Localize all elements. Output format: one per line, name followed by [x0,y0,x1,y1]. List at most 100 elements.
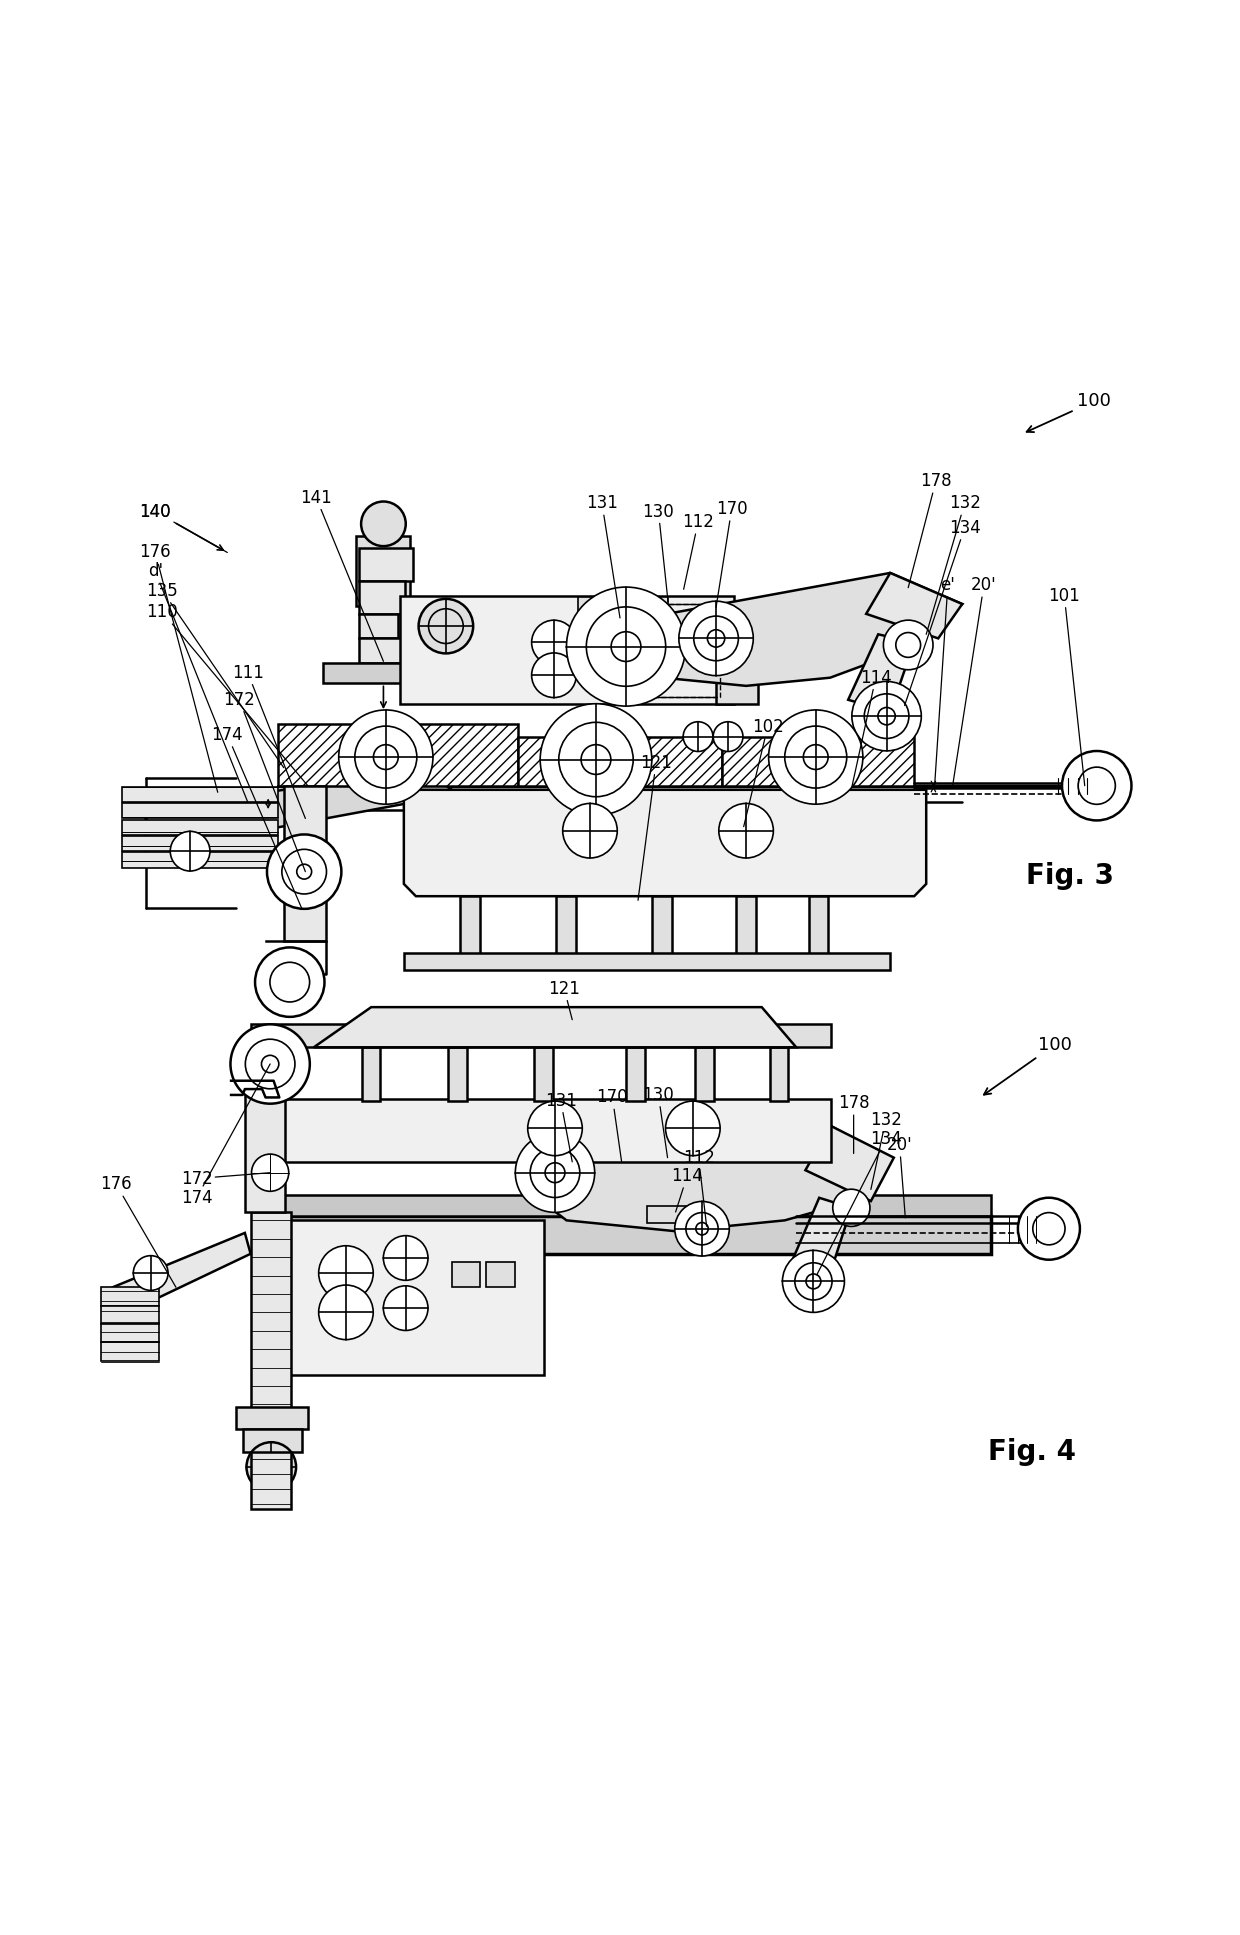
Polygon shape [578,573,962,685]
Bar [696,1047,713,1101]
Bar [122,853,278,867]
Circle shape [713,722,743,751]
Text: 178: 178 [838,1095,869,1153]
Bar [808,896,828,958]
Circle shape [361,501,405,546]
Bar [770,1047,789,1101]
Bar [601,604,719,697]
Bar [601,598,620,613]
Text: 100: 100 [983,1035,1071,1095]
Text: 170: 170 [596,1089,629,1161]
Circle shape [582,745,611,774]
Text: 140: 140 [139,503,223,550]
Text: 131: 131 [544,1091,577,1161]
Circle shape [549,1163,584,1198]
Circle shape [247,1442,296,1492]
Circle shape [563,803,618,857]
Text: 114: 114 [671,1167,703,1211]
Circle shape [373,745,398,770]
Bar [102,1324,159,1343]
Bar [534,1047,553,1101]
Circle shape [852,681,921,751]
Bar [257,1221,543,1376]
Circle shape [296,865,311,878]
Text: 134: 134 [905,519,981,706]
Circle shape [281,849,326,894]
Bar [578,598,596,613]
Text: 132: 132 [926,493,981,635]
Text: 134: 134 [817,1130,901,1275]
Circle shape [769,710,863,805]
Text: e': e' [935,577,955,786]
Circle shape [795,1264,832,1300]
Text: 174: 174 [181,1064,270,1207]
Bar [324,664,458,683]
Circle shape [262,1055,279,1072]
Circle shape [567,586,686,706]
Bar [250,1099,831,1161]
Circle shape [319,1246,373,1300]
Polygon shape [722,737,914,786]
Circle shape [675,1202,729,1256]
Bar [486,1262,515,1287]
Text: 172: 172 [223,691,305,871]
Bar [244,1095,285,1211]
Bar [601,604,719,697]
Circle shape [255,948,325,1018]
Circle shape [1018,1198,1080,1260]
Bar [360,639,405,664]
Circle shape [339,710,433,805]
Text: Fig. 4: Fig. 4 [988,1438,1075,1467]
Bar [451,1262,480,1287]
Circle shape [895,633,920,658]
Bar [460,896,480,958]
Text: 102: 102 [744,718,784,826]
Text: 130: 130 [642,503,675,602]
Bar [250,1211,291,1420]
Text: 112: 112 [683,1149,714,1227]
Bar [647,1206,704,1223]
Text: 100: 100 [1027,393,1111,432]
Circle shape [532,652,577,697]
Circle shape [693,615,738,660]
Circle shape [355,726,417,788]
Bar [102,1287,159,1306]
Polygon shape [848,635,914,712]
Bar [448,1047,466,1101]
Text: 121: 121 [639,755,672,900]
Circle shape [611,631,641,662]
Circle shape [806,1273,821,1289]
Circle shape [383,1287,428,1331]
Text: 101: 101 [1049,586,1085,786]
Circle shape [531,1147,580,1198]
Text: 132: 132 [870,1111,901,1190]
Text: 20': 20' [952,577,997,786]
Text: 110: 110 [146,604,308,786]
Bar [102,1343,159,1360]
Text: 112: 112 [682,513,714,590]
Circle shape [170,832,210,871]
Bar [236,1407,308,1430]
Bar [401,596,734,704]
Circle shape [246,1039,295,1089]
Circle shape [696,1223,708,1235]
Bar [360,613,398,639]
Circle shape [319,1285,373,1339]
Circle shape [719,803,774,857]
Circle shape [383,1236,428,1281]
Circle shape [785,726,847,788]
Circle shape [878,708,895,726]
Bar [652,896,672,958]
Circle shape [1078,766,1115,805]
Bar [265,1196,992,1217]
Bar [626,598,644,613]
Circle shape [559,722,634,797]
Text: 178: 178 [908,472,951,588]
Bar [360,548,413,580]
Bar [737,896,755,958]
Circle shape [833,1190,870,1227]
Text: 20': 20' [887,1136,913,1217]
Text: 114: 114 [852,670,892,788]
Circle shape [864,695,909,739]
Polygon shape [518,737,722,786]
